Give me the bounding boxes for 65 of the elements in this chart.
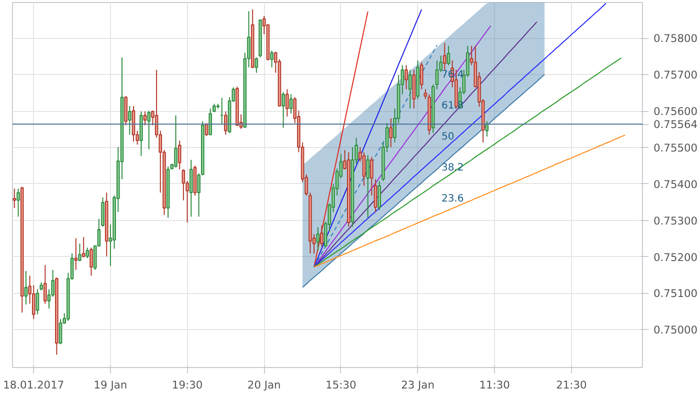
y-tick-label: 0.75800 (654, 32, 698, 46)
y-tick-label: 0.75400 (654, 178, 698, 191)
candlestick (74, 238, 78, 270)
candlestick (362, 152, 366, 186)
candlestick (408, 69, 412, 110)
candlestick (58, 318, 62, 345)
candlestick (420, 62, 424, 90)
candlestick (378, 180, 382, 211)
candlestick (366, 154, 370, 218)
candlestick (370, 156, 374, 196)
y-tick-label: 0.75500 (654, 141, 698, 154)
annotation: 50 (441, 132, 454, 142)
candlestick (78, 243, 82, 262)
candlestick (320, 224, 324, 248)
x-tick-label: 18.01.2017 (3, 378, 64, 392)
candlestick (446, 45, 450, 66)
candlestick (101, 196, 104, 228)
line-series (314, 11, 368, 268)
candlestick (389, 118, 393, 148)
line-series (314, 2, 607, 268)
line-series (314, 8, 422, 268)
y-tick-label: 0.75200 (654, 250, 698, 264)
y-tick-label: 0.75700 (654, 68, 698, 82)
candlestick (178, 140, 182, 170)
candlestick (24, 270, 28, 305)
candlestick (16, 188, 20, 218)
x-tick-label: 23 Jan (401, 378, 434, 392)
x-tick-label: 20 Jan (247, 378, 281, 392)
candlestick (36, 288, 40, 315)
candlestick (189, 159, 193, 218)
candlestick (404, 64, 408, 90)
candlestick (224, 110, 228, 136)
line-series (314, 57, 622, 268)
x-tick-label: 21:30 (556, 378, 588, 392)
annotation: 23.6 (441, 194, 464, 204)
candlestick (82, 236, 86, 258)
candlestick (316, 226, 320, 252)
line-series (314, 25, 492, 268)
x-tick-label: 11:30 (479, 378, 510, 392)
y-tick-label: 0.75600 (654, 105, 698, 118)
candlestick (90, 247, 93, 276)
x-tick-label: 15:30 (326, 378, 357, 392)
y-tick-label: 0.75300 (654, 214, 698, 228)
candlestick (12, 188, 16, 208)
candlestick (182, 168, 186, 201)
candlestick (86, 247, 90, 259)
x-tick-label: 19 Jan (94, 378, 128, 392)
y-tick-label: 0.75000 (654, 324, 698, 337)
y-tick-label: 0.75100 (654, 287, 698, 300)
candlestick (289, 94, 293, 114)
candlestick (143, 110, 147, 126)
candlestick (443, 42, 446, 70)
candlestick (147, 110, 151, 150)
ref-line-label: 0.75564 (654, 118, 698, 132)
candlestick (374, 178, 378, 212)
x-tick-label: 19:30 (172, 378, 203, 392)
candlestick (286, 88, 289, 118)
line-series (314, 44, 438, 268)
candlestick (208, 108, 212, 136)
candlestick (254, 57, 258, 74)
candlestick (270, 50, 274, 68)
candlestick (128, 105, 132, 136)
candlestick (174, 114, 178, 168)
candlestick (44, 264, 47, 304)
candlestick (282, 92, 285, 128)
